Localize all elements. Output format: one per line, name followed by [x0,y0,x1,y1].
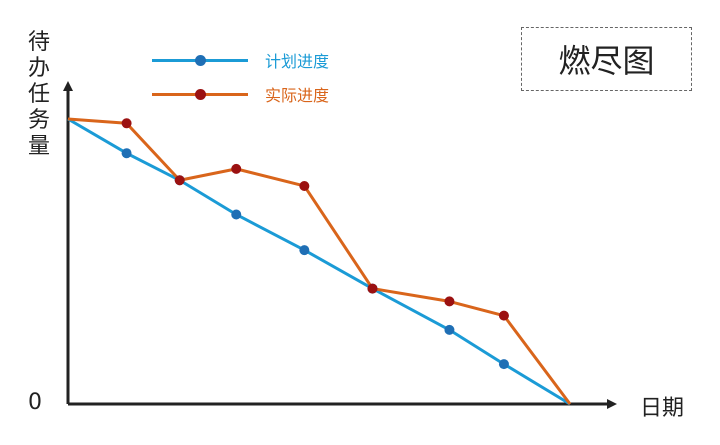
x-axis-label: 日期 [640,396,685,421]
series-line-plan [67,117,571,406]
legend-label-plan: 计划进度 [265,52,330,71]
data-point-actual-2 [174,175,185,186]
data-point-plan-6 [444,324,455,335]
data-point-plan-1 [121,148,132,159]
y-tick-zero: 0 [28,390,42,415]
data-point-actual-7 [498,310,509,321]
legend-label-actual: 实际进度 [265,86,330,105]
data-point-actual-4 [299,180,310,191]
chart-title: 燃尽图 [558,42,655,80]
data-point-actual-6 [444,296,455,307]
data-point-plan-3 [231,209,242,220]
data-point-plan-4 [299,245,310,256]
series-layer [67,117,572,406]
data-point-plan-7 [498,359,509,370]
legend-marker-plan [195,55,206,66]
chart-title-box: 燃尽图 [521,27,692,91]
y-axis-label: 待办任务量 [27,30,50,159]
legend-marker-actual [195,89,206,100]
data-point-actual-1 [121,118,132,129]
data-point-actual-5 [367,283,378,294]
data-point-actual-3 [231,163,242,174]
